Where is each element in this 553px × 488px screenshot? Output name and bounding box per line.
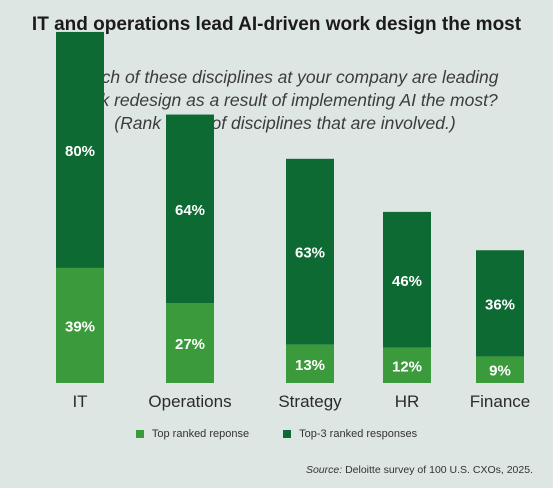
bar-top3-strategy <box>286 158 334 345</box>
data-label-top-ranked: 9% <box>489 363 511 380</box>
data-label-top-ranked: 12% <box>392 358 422 375</box>
data-label-top3: 80% <box>65 143 95 160</box>
bar-top3-finance <box>476 250 524 357</box>
data-label-top3: 63% <box>295 245 325 262</box>
data-label-top-ranked: 27% <box>175 336 205 353</box>
bar-top3-it <box>56 31 104 268</box>
bar-top-ranked-hr <box>383 347 431 383</box>
stacked-bar-chart: 80% 39% IT 64% 27% Operations 63% 13% Strategy 46… <box>56 31 530 411</box>
bar-top3-operations <box>166 114 214 304</box>
chart-title: IT and operations lead AI-driven work de… <box>31 14 522 35</box>
legend-label-top-ranked: Top ranked reponse <box>151 428 250 440</box>
bar-top3-hr <box>383 211 431 348</box>
subtitle-line: work redesign as a result of implementin… <box>72 90 498 110</box>
data-label-top3: 46% <box>392 273 422 290</box>
legend-label-top3-ranked: Top-3 ranked responses <box>299 428 418 440</box>
category-label: Strategy <box>278 392 342 411</box>
data-label-top3: 64% <box>175 202 205 219</box>
bar-top-ranked-operations <box>166 303 214 383</box>
data-label-top-ranked: 39% <box>65 318 95 335</box>
data-label-top3: 36% <box>485 296 515 313</box>
legend-item-top-ranked: Top ranked reponse <box>135 428 250 440</box>
legend-swatch-top-ranked <box>135 430 144 438</box>
chart-legend: Top ranked reponse Top-3 ranked response… <box>0 428 553 440</box>
source-note: Source: Deloitte survey of 100 U.S. CXOs… <box>306 464 533 476</box>
bar-top-ranked-finance <box>476 356 524 383</box>
subtitle-line: Which of these disciplines at your compa… <box>71 67 499 87</box>
source-prefix: Source: <box>305 464 343 476</box>
category-label: IT <box>72 392 87 411</box>
legend-item-top3-ranked: Top-3 ranked responses <box>283 428 417 440</box>
bar-top-ranked-strategy <box>286 344 334 383</box>
data-label-top-ranked: 13% <box>295 357 325 374</box>
bar-top-ranked-it <box>56 267 104 383</box>
category-label: Operations <box>148 392 231 411</box>
category-label: HR <box>395 392 420 411</box>
legend-swatch-top3-ranked <box>283 430 292 438</box>
category-label: Finance <box>470 392 530 411</box>
source-text: Deloitte survey of 100 U.S. CXOs, 2025. <box>345 464 533 476</box>
